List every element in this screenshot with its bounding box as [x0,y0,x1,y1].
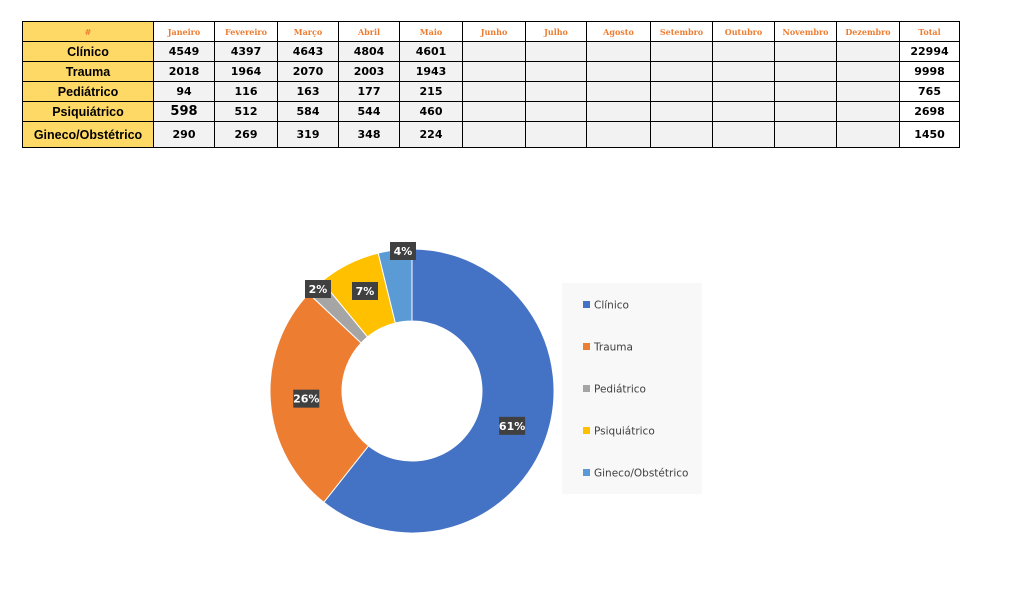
total-cell: 22994 [899,41,960,62]
column-header: Outubro [712,21,775,42]
table-cell: 1943 [399,61,463,82]
table-cell: 2018 [153,61,215,82]
data-label: 26% [293,389,320,408]
table-cell: 163 [277,81,339,102]
data-label-text: 61% [499,420,525,433]
table-cell: 1964 [214,61,278,82]
table-cell: 348 [338,121,400,148]
legend-swatch [583,427,590,434]
data-label-text: 26% [293,393,319,406]
table-row: Gineco/Obstétrico 290 269 319 348 224 14… [22,121,960,148]
row-header: Pediátrico [22,81,154,102]
data-label-box [305,280,331,298]
data-label: 61% [499,416,526,435]
column-header: Junho [462,21,526,42]
table-cell [462,121,526,148]
table-cell [712,61,775,82]
total-cell: 2698 [899,101,960,122]
row-header: Psiquiátrico [22,101,154,122]
table-cell [836,121,900,148]
legend-item: Clínico [583,300,629,312]
slice-cl-nico [323,248,555,534]
row-header: Trauma [22,61,154,82]
legend-item: Psiquiátrico [583,426,655,438]
corner-cell: # [22,21,154,42]
data-label-text: 7% [356,285,375,298]
table-cell [836,81,900,102]
column-header: Julho [525,21,587,42]
data-label-text: 2% [309,283,328,296]
table-cell [462,41,526,62]
data-table: # Janeiro Fevereiro Março Abril Maio Jun… [22,21,960,148]
table-cell [650,81,713,102]
table-row: Pediátrico 94 116 163 177 215 765 [22,81,960,102]
data-label-box [499,416,526,435]
legend-item: Trauma [583,342,633,354]
data-label-text: 4% [394,245,413,258]
table-cell [650,41,713,62]
legend-swatch [583,301,590,308]
table-cell [774,101,837,122]
total-cell: 765 [899,81,960,102]
table-row: Clínico 4549 4397 4643 4804 4601 22994 [22,41,960,62]
table-cell: 4397 [214,41,278,62]
table-cell: 4643 [277,41,339,62]
table-cell [586,101,651,122]
data-label: 2% [305,280,331,298]
table-cell: 177 [338,81,400,102]
table-cell [462,101,526,122]
table-cell [650,101,713,122]
column-header: Abril [338,21,400,42]
table-cell: 2003 [338,61,400,82]
table-cell [586,121,651,148]
legend-swatch [583,343,590,350]
table-cell: 460 [399,101,463,122]
table-cell [650,61,713,82]
column-header: Novembro [774,21,837,42]
table-cell [712,101,775,122]
column-header: Dezembro [836,21,900,42]
table-row: Psiquiátrico 598 512 584 544 460 2698 [22,101,960,122]
data-label-box [293,389,320,408]
table-cell: 4549 [153,41,215,62]
table-cell [774,61,837,82]
table-row: Trauma 2018 1964 2070 2003 1943 9998 [22,61,960,82]
table-cell: 544 [338,101,400,122]
legend-swatch [583,385,590,392]
legend-label: Psiquiátrico [594,426,655,438]
data-label-box [390,242,416,260]
table-cell: 512 [214,101,278,122]
column-header: Janeiro [153,21,215,42]
legend-label: Clínico [594,300,629,312]
table-cell [712,81,775,102]
legend-item: Gineco/Obstétrico [583,468,688,480]
chart-legend: Clínico Trauma Pediátrico Psiquiátrico Ginec… [562,283,702,494]
table-cell: 215 [399,81,463,102]
table-cell: 224 [399,121,463,148]
table-cell: 598 [153,101,215,122]
table-cell [712,121,775,148]
table-cell: 290 [153,121,215,148]
data-label-box [352,282,378,300]
total-cell: 1450 [899,121,960,148]
legend-label: Gineco/Obstétrico [594,468,688,480]
data-label: 7% [352,282,378,300]
legend-label: Pediátrico [594,384,646,396]
column-header: Maio [399,21,463,42]
column-header-total: Total [899,21,960,42]
data-label: 4% [390,242,416,260]
table-cell [650,121,713,148]
legend-label: Trauma [593,342,633,354]
table-cell: 269 [214,121,278,148]
slice-gineco-obst-trico [377,248,413,324]
row-header: Gineco/Obstétrico [22,121,154,148]
table-cell: 116 [214,81,278,102]
column-header: Agosto [586,21,651,42]
table-cell: 319 [277,121,339,148]
chart-data-labels: 61% 26% 2% 7% 4% [293,242,525,435]
total-cell: 9998 [899,61,960,82]
legend-swatch [583,469,590,476]
legend-item: Pediátrico [583,384,646,396]
